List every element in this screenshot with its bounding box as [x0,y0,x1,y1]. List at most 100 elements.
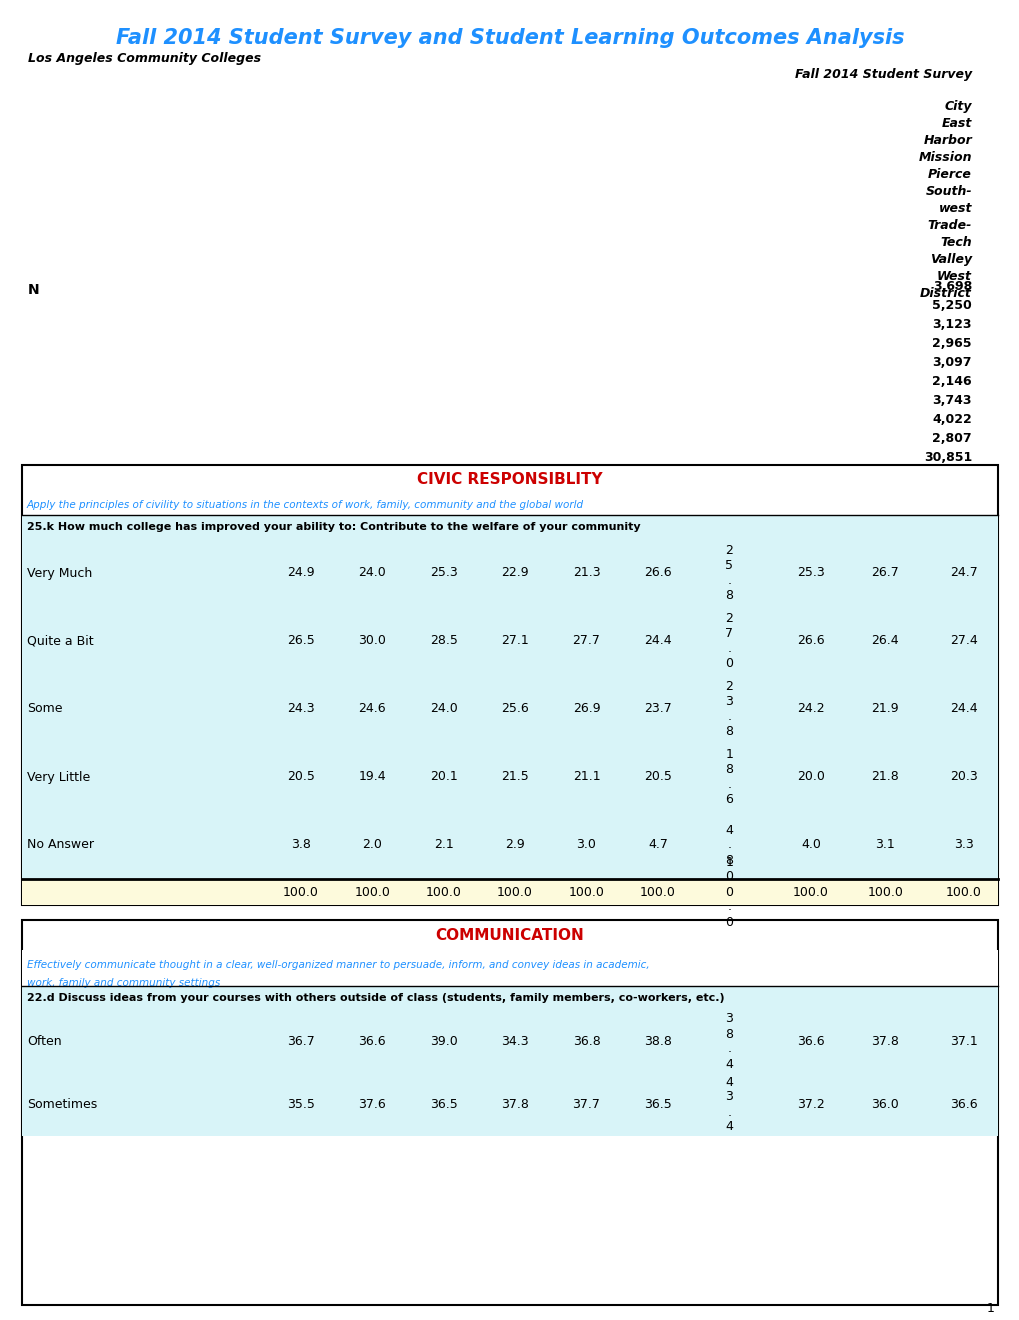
Bar [22,539,997,607]
Text: 26.9: 26.9 [572,702,600,715]
Bar [22,810,997,879]
Text: 3.0: 3.0 [576,838,596,851]
Text: Los Angeles Community Colleges: Los Angeles Community Colleges [28,51,261,65]
Text: 23.7: 23.7 [643,702,672,715]
Text: 100.0: 100.0 [792,886,828,899]
Text: 100.0: 100.0 [496,886,533,899]
Text: CIVIC RESPONSIBLITY: CIVIC RESPONSIBLITY [417,473,602,487]
Text: N: N [28,282,40,297]
Text: Fall 2014 Student Survey: Fall 2014 Student Survey [794,69,971,81]
Text: 39.0: 39.0 [429,1035,458,1048]
Text: work, family and community settings: work, family and community settings [26,978,220,987]
Text: 100.0: 100.0 [639,886,676,899]
Text: 36.6: 36.6 [358,1035,386,1048]
Text: 25.3: 25.3 [796,566,824,579]
Text: Quite a Bit: Quite a Bit [26,635,94,648]
Text: 100.0: 100.0 [568,886,604,899]
Bar [22,1073,997,1137]
Text: 2
3
.
8: 2 3 . 8 [725,680,733,738]
Text: 3.3: 3.3 [953,838,973,851]
Text: 24.0: 24.0 [429,702,458,715]
Text: Very Little: Very Little [26,771,90,784]
Text: 30,851: 30,851 [923,451,971,465]
Bar [22,950,997,986]
Text: 27.1: 27.1 [500,635,529,648]
Text: 24.4: 24.4 [949,702,977,715]
Text: 36.6: 36.6 [796,1035,824,1048]
Text: 3.8: 3.8 [290,838,311,851]
Text: 3.1: 3.1 [874,838,895,851]
Text: Apply the principles of civility to situations in the contexts of work, family, : Apply the principles of civility to situ… [26,500,584,510]
Bar [22,743,997,810]
Text: 2,807: 2,807 [931,432,971,445]
Text: West: West [936,271,971,282]
Text: 35.5: 35.5 [286,1098,315,1111]
Text: 3,123: 3,123 [931,318,971,331]
Text: City: City [944,100,971,114]
Text: 25.3: 25.3 [429,566,458,579]
Text: 24.4: 24.4 [643,635,672,648]
Text: 100.0: 100.0 [945,886,981,899]
Text: Tech: Tech [940,236,971,249]
Text: 4,022: 4,022 [931,413,971,426]
Text: 100.0: 100.0 [354,886,390,899]
Text: 24.6: 24.6 [358,702,386,715]
Text: Trade-: Trade- [926,219,971,232]
Text: 26.6: 26.6 [796,635,824,648]
Text: 2
5
.
8: 2 5 . 8 [725,544,733,602]
Text: 24.7: 24.7 [949,566,977,579]
Text: 24.0: 24.0 [358,566,386,579]
Bar [22,515,997,539]
Text: Harbor: Harbor [922,135,971,147]
Text: 36.7: 36.7 [286,1035,315,1048]
Text: 21.8: 21.8 [870,771,899,784]
Text: 22.d Discuss ideas from your courses with others outside of class (students, fam: 22.d Discuss ideas from your courses wit… [26,993,723,1003]
Text: Effectively communicate thought in a clear, well-organized manner to persuade, i: Effectively communicate thought in a cle… [26,960,649,970]
Text: 26.6: 26.6 [643,566,672,579]
Text: 34.3: 34.3 [500,1035,529,1048]
Text: 21.3: 21.3 [572,566,600,579]
Text: 2
7
.
0: 2 7 . 0 [725,612,733,671]
Text: 19.4: 19.4 [358,771,386,784]
Text: 27.7: 27.7 [572,635,600,648]
Bar [22,465,997,906]
Text: COMMUNICATION: COMMUNICATION [435,928,584,942]
Text: 36.8: 36.8 [572,1035,600,1048]
Text: 2.1: 2.1 [433,838,453,851]
Text: 26.7: 26.7 [870,566,899,579]
Bar [22,607,997,675]
Text: 21.9: 21.9 [870,702,899,715]
Text: 20.3: 20.3 [949,771,977,784]
Text: 2,146: 2,146 [931,375,971,388]
Text: 1
8
.
6: 1 8 . 6 [725,748,733,807]
Text: 22.9: 22.9 [500,566,529,579]
Text: 36.6: 36.6 [949,1098,977,1111]
Text: 26.4: 26.4 [870,635,899,648]
Text: 20.5: 20.5 [286,771,315,784]
Bar [22,986,997,1010]
Text: 24.9: 24.9 [286,566,315,579]
Text: 24.2: 24.2 [796,702,824,715]
Text: 3
8
.
4: 3 8 . 4 [725,1012,733,1071]
Text: 2.0: 2.0 [362,838,382,851]
Bar [22,675,997,743]
Bar [22,1010,997,1073]
Text: 38.8: 38.8 [643,1035,672,1048]
Text: 36.5: 36.5 [429,1098,458,1111]
Text: Some: Some [26,702,62,715]
Text: Pierce: Pierce [927,168,971,181]
Text: 4.0: 4.0 [800,838,820,851]
Text: 20.5: 20.5 [643,771,672,784]
Text: 37.6: 37.6 [358,1098,386,1111]
Text: 1
0
0
.
0: 1 0 0 . 0 [725,855,733,928]
Text: 36.0: 36.0 [870,1098,899,1111]
Text: Valley: Valley [929,253,971,267]
Text: No Answer: No Answer [26,838,94,851]
Text: South-: South- [924,185,971,198]
Text: 37.1: 37.1 [949,1035,977,1048]
Text: 36.5: 36.5 [643,1098,672,1111]
Text: 100.0: 100.0 [282,886,319,899]
Text: 4
.
8: 4 . 8 [725,824,733,866]
Text: 2,965: 2,965 [931,337,971,350]
Text: District: District [919,286,971,300]
